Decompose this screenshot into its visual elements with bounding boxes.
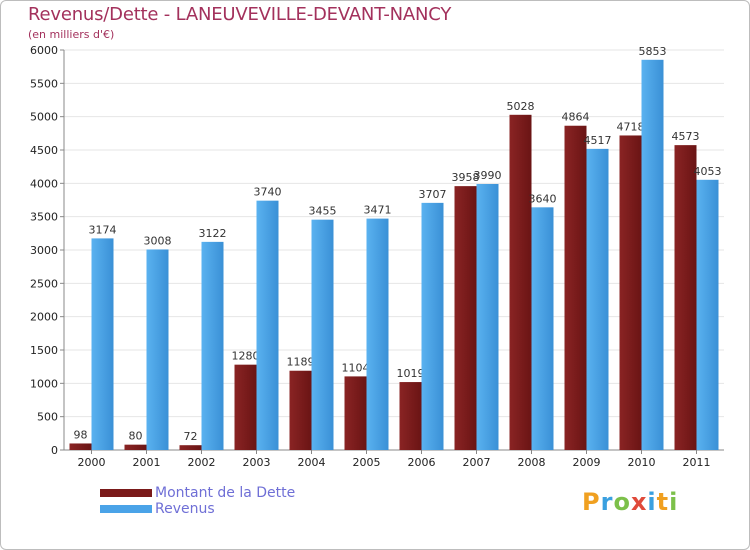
data-label-revenus: 3008: [144, 234, 172, 247]
bar-dette: [619, 135, 642, 450]
x-tick-label: 2001: [133, 456, 161, 469]
bar-revenus: [641, 59, 664, 451]
bar-revenus: [476, 184, 499, 450]
y-tick-label: 5500: [30, 77, 58, 90]
x-tick-label: 2009: [573, 456, 601, 469]
y-tick-label: 6000: [30, 44, 58, 57]
bar-revenus: [256, 200, 279, 450]
proxiti-logo: Proxiti: [582, 488, 679, 516]
data-label-dette: 3958: [452, 171, 480, 184]
data-label-dette: 1104: [342, 361, 370, 374]
data-label-dette: 1189: [287, 356, 315, 369]
bar-revenus: [146, 249, 169, 450]
bar-dette: [399, 382, 422, 450]
data-label-dette: 1280: [232, 350, 260, 363]
x-tick-label: 2004: [298, 456, 326, 469]
data-label-revenus: 3740: [254, 186, 282, 199]
legend-swatch-dette: [100, 489, 152, 497]
bar-dette: [674, 145, 697, 450]
data-label-revenus: 4517: [584, 134, 612, 147]
x-tick-label: 2008: [518, 456, 546, 469]
bar-revenus: [201, 241, 224, 450]
data-label-revenus: 3471: [364, 204, 392, 217]
legend-swatch-revenus: [100, 505, 152, 513]
legend-label-dette: Montant de la Dette: [155, 485, 296, 501]
chart-title: Revenus/Dette - LANEUVEVILLE-DEVANT-NANC…: [28, 4, 452, 25]
bar-revenus: [586, 148, 609, 450]
x-tick-label: 2006: [408, 456, 436, 469]
data-label-revenus: 3174: [89, 223, 117, 236]
y-tick-label: 2500: [30, 277, 58, 290]
bar-dette: [564, 125, 587, 450]
bar-revenus: [696, 179, 719, 451]
x-tick-label: 2002: [188, 456, 216, 469]
y-tick-label: 2000: [30, 311, 58, 324]
y-tick-label: 1500: [30, 344, 58, 357]
x-tick-label: 2011: [683, 456, 711, 469]
y-tick-label: 500: [37, 411, 58, 424]
legend-label-revenus: Revenus: [155, 501, 215, 517]
y-tick-label: 5000: [30, 111, 58, 124]
data-label-revenus: 3640: [529, 192, 557, 205]
x-tick-label: 2000: [78, 456, 106, 469]
bar-dette: [509, 114, 532, 451]
data-label-dette: 5028: [507, 100, 535, 113]
bar-revenus: [531, 207, 554, 450]
data-label-revenus: 3122: [199, 227, 227, 240]
bar-dette: [179, 445, 202, 450]
data-label-dette: 4864: [562, 111, 590, 124]
bar-dette: [234, 364, 257, 450]
bar-revenus: [311, 219, 334, 450]
x-tick-label: 2005: [353, 456, 381, 469]
y-tick-label: 4000: [30, 177, 58, 190]
x-tick-label: 2003: [243, 456, 271, 469]
data-label-dette: 98: [74, 428, 88, 441]
bar-revenus: [91, 238, 114, 450]
chart-subtitle: (en milliers d'€): [28, 28, 115, 41]
data-label-revenus: 3455: [309, 205, 337, 218]
x-tick-label: 2010: [628, 456, 656, 469]
y-tick-label: 0: [51, 444, 58, 457]
data-label-dette: 4573: [672, 130, 700, 143]
data-label-dette: 4718: [617, 120, 645, 133]
y-tick-label: 3000: [30, 244, 58, 257]
bar-dette: [289, 370, 312, 450]
data-label-revenus: 3990: [474, 169, 502, 182]
bar-revenus: [366, 218, 389, 450]
data-label-revenus: 3707: [419, 188, 447, 201]
data-label-dette: 72: [184, 430, 198, 443]
data-label-dette: 80: [129, 430, 143, 443]
data-label-revenus: 4053: [694, 165, 722, 178]
bar-dette: [454, 186, 477, 450]
y-tick-label: 1000: [30, 377, 58, 390]
y-tick-label: 3500: [30, 211, 58, 224]
bar-dette: [124, 444, 147, 450]
y-tick-label: 4500: [30, 144, 58, 157]
bar-dette: [344, 376, 367, 450]
data-label-revenus: 5853: [639, 45, 667, 58]
data-label-dette: 1019: [397, 367, 425, 380]
x-tick-label: 2007: [463, 456, 491, 469]
bar-revenus: [421, 202, 444, 450]
bar-dette: [69, 443, 92, 450]
